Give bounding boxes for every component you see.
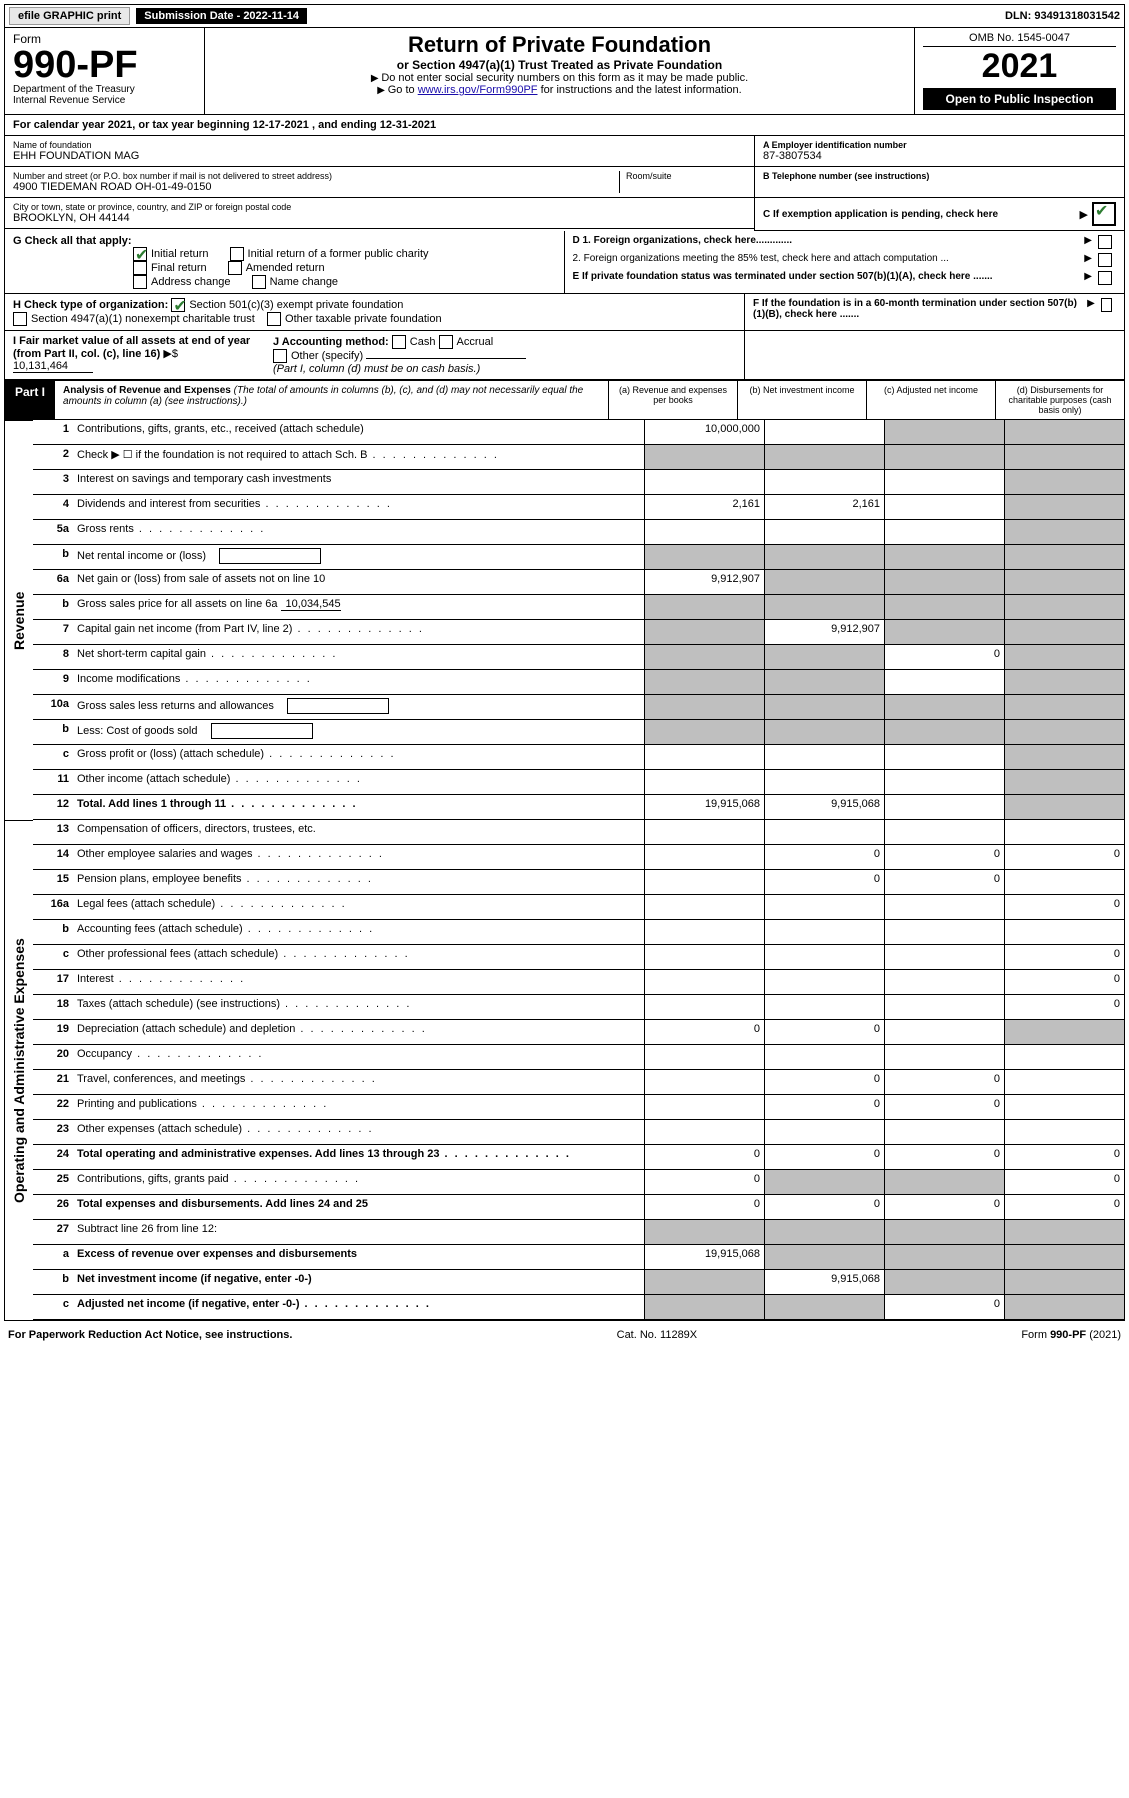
e-checkbox[interactable] (1098, 271, 1112, 285)
efile-print-button[interactable]: efile GRAPHIC print (9, 7, 130, 25)
phone-label: B Telephone number (see instructions) (763, 171, 1116, 181)
col-b-header: (b) Net investment income (737, 381, 866, 419)
city-value: BROOKLYN, OH 44144 (13, 212, 746, 224)
form-title: Return of Private Foundation (213, 32, 906, 58)
g-initial-return[interactable]: Initial return (133, 247, 208, 261)
tax-year: 2021 (923, 47, 1116, 86)
top-bar: efile GRAPHIC print Submission Date - 20… (5, 5, 1124, 28)
instruction-1: Do not enter social security numbers on … (213, 72, 906, 84)
instruction-2: Go to www.irs.gov/Form990PF for instruct… (213, 84, 906, 96)
g-label: G Check all that apply: (13, 235, 132, 247)
e-label: E If private foundation status was termi… (573, 271, 993, 282)
footer-left: For Paperwork Reduction Act Notice, see … (8, 1329, 292, 1341)
dln-label: DLN: 93491318031542 (1005, 10, 1120, 22)
revenue-table: Revenue1Contributions, gifts, grants, et… (5, 420, 1124, 820)
col-c-header: (c) Adjusted net income (866, 381, 995, 419)
j-accrual[interactable]: Accrual (439, 336, 494, 348)
arrow-icon: ▶ (1087, 298, 1095, 309)
expense-table: Operating and Administrative Expenses13C… (5, 820, 1124, 1320)
col-d-header: (d) Disbursements for charitable purpose… (995, 381, 1124, 419)
footer-right: Form 990-PF (2021) (1021, 1329, 1121, 1341)
instr2-pre: Go to (388, 84, 418, 96)
g-amended-return[interactable]: Amended return (228, 261, 325, 275)
instr2-post: for instructions and the latest informat… (541, 84, 742, 96)
j-other[interactable]: Other (specify) (273, 350, 363, 362)
calendar-year-line: For calendar year 2021, or tax year begi… (5, 115, 1124, 136)
footer-cat: Cat. No. 11289X (617, 1329, 698, 1341)
submission-date-badge: Submission Date - 2022-11-14 (136, 8, 307, 24)
j-note: (Part I, column (d) must be on cash basi… (273, 363, 480, 375)
arrow-icon: ▶ (1080, 208, 1088, 221)
dept-label: Department of the Treasury (13, 84, 196, 95)
d1-label: D 1. Foreign organizations, check here..… (573, 235, 793, 246)
form990pf-link[interactable]: www.irs.gov/Form990PF (418, 84, 538, 96)
address-value: 4900 TIEDEMAN ROAD OH-01-49-0150 (13, 181, 619, 193)
arrow-icon: ▶ (163, 348, 171, 360)
form-subtitle: or Section 4947(a)(1) Trust Treated as P… (213, 58, 906, 72)
arrow-icon: ▶ (1084, 271, 1092, 282)
part-1-title: Analysis of Revenue and Expenses (63, 385, 231, 396)
d2-label: 2. Foreign organizations meeting the 85%… (573, 253, 949, 264)
open-inspection-badge: Open to Public Inspection (923, 88, 1116, 110)
section-h: H Check type of organization: Section 50… (13, 298, 736, 326)
irs-label: Internal Revenue Service (13, 95, 196, 106)
h-other-taxable[interactable]: Other taxable private foundation (267, 313, 442, 325)
j-label: J Accounting method: (273, 336, 389, 348)
address-label: Number and street (or P.O. box number if… (13, 171, 619, 181)
arrow-icon: ▶ (1084, 235, 1092, 246)
pending-checkbox[interactable] (1092, 202, 1116, 226)
j-cash[interactable]: Cash (392, 336, 436, 348)
part-1-badge: Part I (5, 381, 55, 419)
col-a-header: (a) Revenue and expenses per books (608, 381, 737, 419)
room-label: Room/suite (626, 171, 746, 181)
h-label: H Check type of organization: (13, 299, 168, 311)
ein-label: A Employer identification number (763, 140, 1116, 150)
f-checkbox[interactable] (1101, 298, 1112, 312)
phone-value (763, 181, 1116, 193)
foundation-name: EHH FOUNDATION MAG (13, 150, 746, 162)
section-g: G Check all that apply: Initial return I… (5, 231, 565, 293)
omb-number: OMB No. 1545-0047 (923, 32, 1116, 47)
d1-checkbox[interactable] (1098, 235, 1112, 249)
arrow-icon: ▶ (1084, 253, 1092, 264)
ein-value: 87-3807534 (763, 150, 1116, 162)
fmv-value: 10,131,464 (13, 360, 93, 373)
g-name-change[interactable]: Name change (252, 275, 339, 289)
h-501c3[interactable]: Section 501(c)(3) exempt private foundat… (171, 299, 403, 311)
name-label: Name of foundation (13, 140, 746, 150)
form-number: 990-PF (13, 46, 196, 84)
d2-checkbox[interactable] (1098, 253, 1112, 267)
section-d-e: D 1. Foreign organizations, check here..… (565, 231, 1125, 293)
pending-label: C If exemption application is pending, c… (763, 209, 998, 220)
h-4947a1[interactable]: Section 4947(a)(1) nonexempt charitable … (13, 313, 255, 325)
g-initial-former[interactable]: Initial return of a former public charit… (230, 247, 429, 261)
f-label: F If the foundation is in a 60-month ter… (753, 298, 1081, 320)
city-label: City or town, state or province, country… (13, 202, 746, 212)
g-address-change[interactable]: Address change (133, 275, 231, 289)
g-final-return[interactable]: Final return (133, 261, 207, 275)
i-label: I Fair market value of all assets at end… (13, 335, 250, 360)
